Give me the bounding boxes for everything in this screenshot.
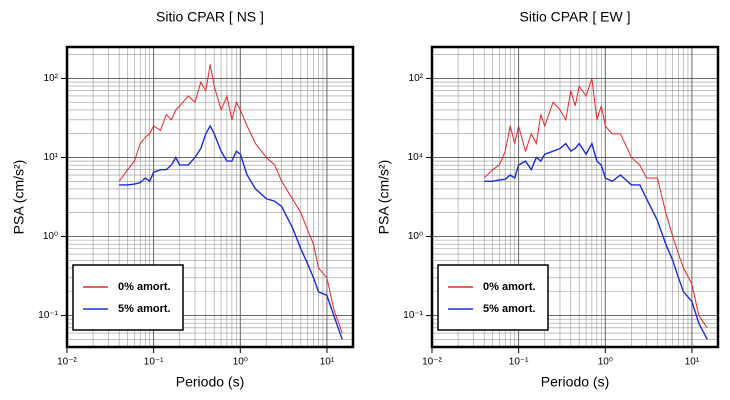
y-tick-label: 10⁻¹ [38, 310, 58, 321]
y-tick-label: 10² [44, 73, 59, 84]
y-tick-label: 10² [409, 73, 424, 84]
x-tick-label: 10⁻¹ [144, 357, 164, 368]
x-axis-label: Periodo (s) [176, 374, 244, 390]
legend-box [72, 264, 184, 331]
plot-frame [65, 45, 355, 349]
x-tick-label: 10¹ [320, 357, 335, 368]
y-tick-label: 10⁰ [43, 231, 58, 242]
data-line [118, 64, 343, 334]
x-tick-label: 10⁻² [57, 357, 77, 368]
legend-label: 5% amort. [118, 303, 171, 315]
chart-title: Sitio CPAR [ EW ] [520, 9, 631, 25]
plot-frame [430, 45, 720, 349]
data-line [119, 124, 343, 340]
data-line [483, 78, 708, 329]
y-axis-label: PSA (cm/s²) [11, 160, 27, 235]
x-tick-label: 10⁻¹ [509, 357, 529, 368]
legend-label: 5% amort. [483, 303, 536, 315]
data-line [484, 141, 708, 340]
legend-label: 0% amort. [118, 281, 171, 293]
legend-box [437, 264, 549, 331]
y-axis-label: PSA (cm/s²) [376, 160, 392, 235]
x-axis-label: Periodo (s) [541, 374, 609, 390]
y-tick-label: 10¹ [44, 152, 59, 163]
chart-title: Sitio CPAR [ NS ] [156, 9, 264, 25]
x-tick-label: 10⁻² [422, 357, 442, 368]
x-tick-label: 10⁰ [233, 357, 248, 368]
legend-label: 0% amort. [483, 281, 536, 293]
y-tick-label: 10⁰ [408, 231, 423, 242]
x-tick-label: 10⁰ [598, 357, 613, 368]
x-tick-label: 10¹ [685, 357, 700, 368]
y-tick-label: 10⁴ [408, 152, 423, 163]
y-tick-label: 10⁻¹ [403, 310, 423, 321]
